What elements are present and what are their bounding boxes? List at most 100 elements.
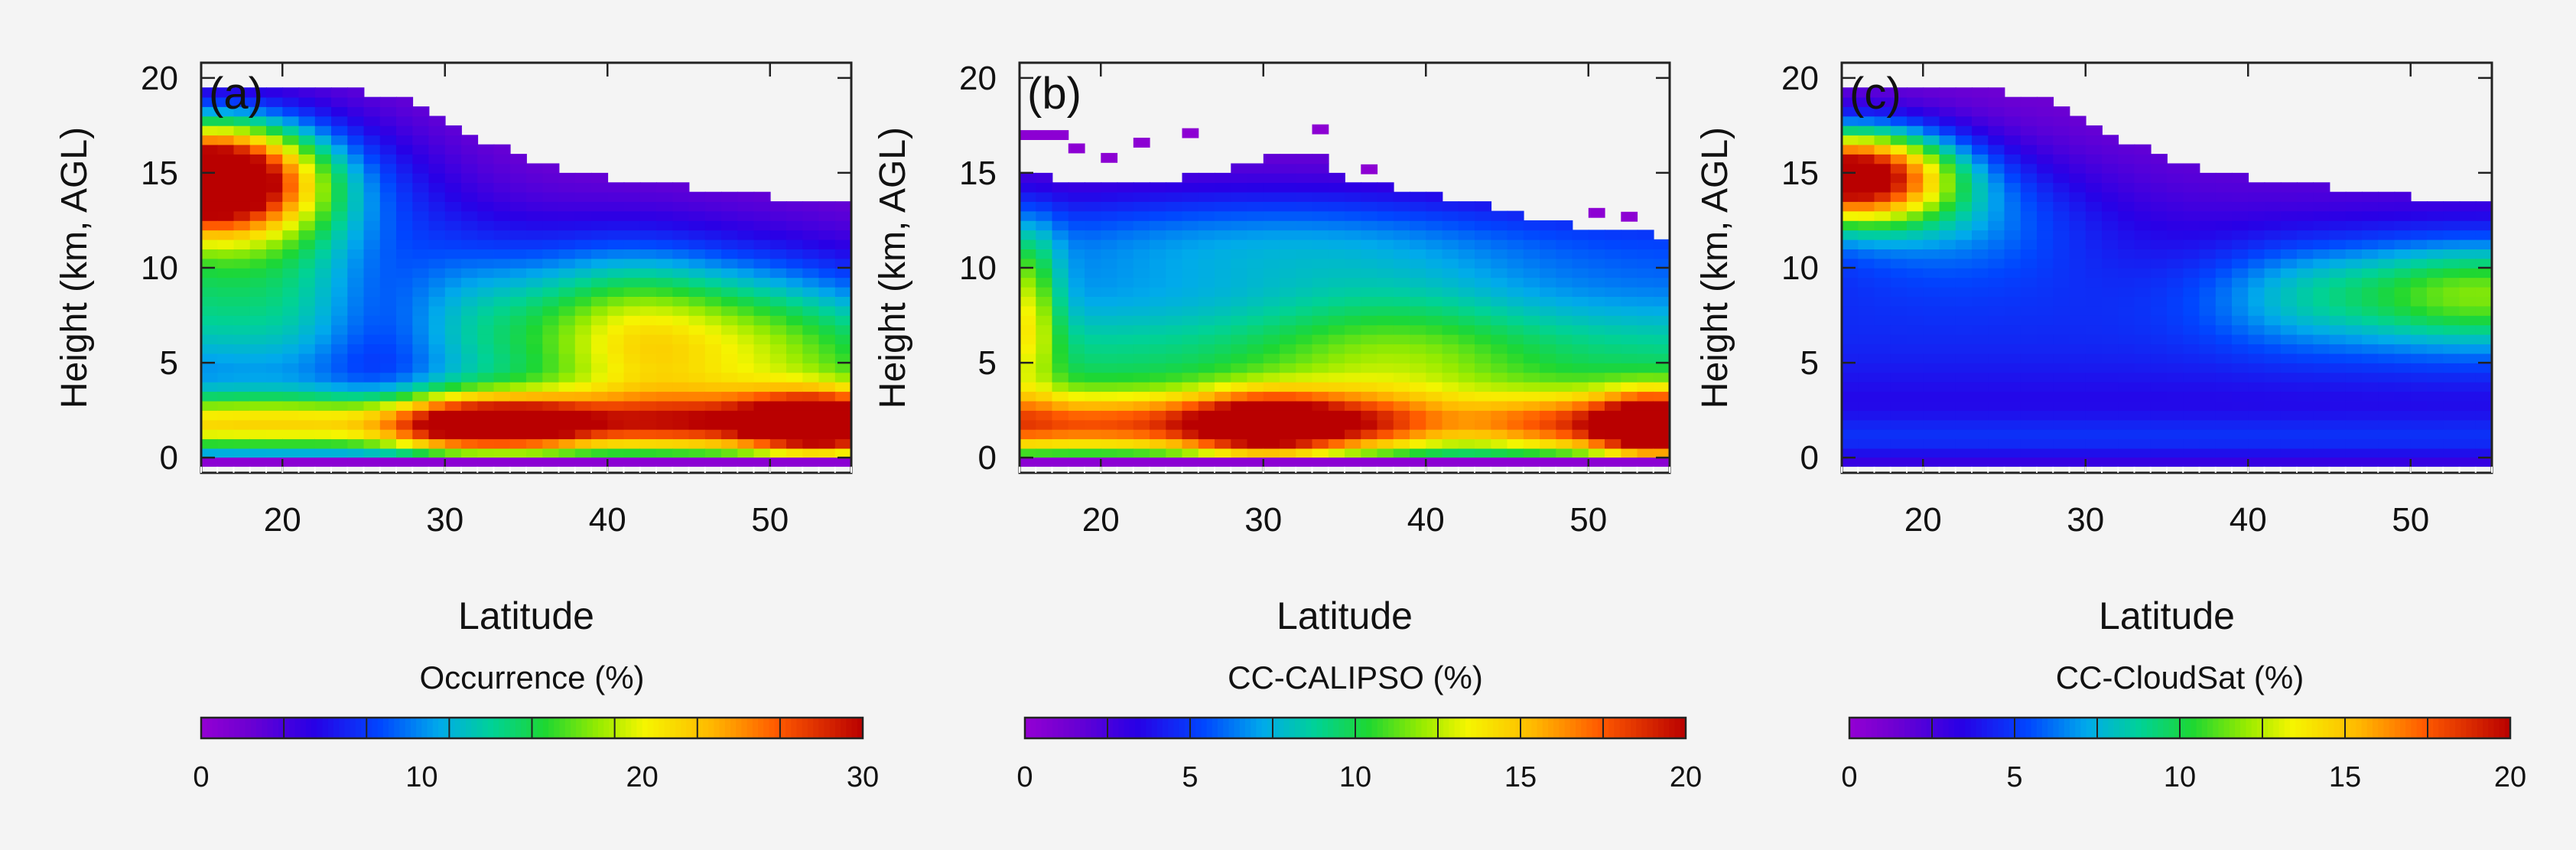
- heatmap-cell: [721, 230, 739, 240]
- heatmap-cell: [1345, 324, 1362, 335]
- heatmap-cell: [1036, 182, 1053, 193]
- heatmap-cell: [1345, 353, 1362, 363]
- heatmap-cell: [428, 363, 446, 373]
- heatmap-cell: [721, 428, 739, 440]
- heatmap-cell: [314, 400, 332, 411]
- heatmap-cell: [704, 448, 722, 458]
- heatmap-cell: [1907, 448, 1924, 458]
- heatmap-cell: [396, 363, 414, 373]
- heatmap-cell: [266, 116, 284, 126]
- y-axis-label: Height (km, AGL): [873, 127, 913, 409]
- heatmap-cell: [1345, 448, 1362, 458]
- heatmap-cell: [412, 315, 430, 326]
- heatmap-cell: [639, 268, 657, 278]
- heatmap-cell: [1263, 258, 1280, 269]
- heatmap-cell: [493, 428, 511, 440]
- heatmap-cell: [1653, 400, 1670, 411]
- heatmap-cell: [558, 363, 576, 373]
- heatmap-cell: [2394, 334, 2412, 345]
- heatmap-cell: [542, 419, 560, 430]
- heatmap-cell: [1263, 305, 1280, 316]
- colorbar-cell: [389, 718, 395, 738]
- heatmap-cell: [1345, 428, 1362, 440]
- heatmap-cell: [1068, 438, 1085, 449]
- heatmap-cell: [639, 220, 657, 231]
- heatmap-cell: [1296, 210, 1313, 221]
- heatmap-cell: [2232, 191, 2249, 202]
- heatmap-cell: [607, 249, 625, 259]
- y-tick-label-10: 10: [959, 249, 997, 287]
- heatmap-cell: [623, 391, 641, 402]
- heatmap-cell: [379, 324, 397, 335]
- heatmap-cell: [1101, 353, 1118, 363]
- heatmap-cell: [1263, 334, 1280, 345]
- heatmap-cell: [2329, 305, 2347, 316]
- heatmap-cell: [1588, 428, 1605, 440]
- y-tick-label-15: 15: [1781, 155, 1819, 192]
- heatmap-cell: [428, 428, 446, 440]
- heatmap-cell: [1377, 210, 1394, 221]
- heatmap-cell: [558, 230, 576, 240]
- heatmap-cell: [428, 334, 446, 345]
- heatmap-cell: [314, 249, 332, 259]
- heatmap-cell: [1923, 410, 1940, 421]
- colorbar-cell: [1581, 718, 1587, 738]
- heatmap-cell: [1231, 344, 1248, 354]
- heatmap-cell: [1540, 305, 1557, 316]
- heatmap-cell: [1328, 391, 1345, 402]
- heatmap-cell: [542, 277, 560, 288]
- heatmap-cell: [2313, 448, 2330, 458]
- heatmap-cell: [347, 315, 365, 326]
- heatmap-cell: [2053, 135, 2070, 145]
- heatmap-cell: [1621, 400, 1638, 411]
- colorbar-tick-label-0: 0: [1841, 761, 1857, 793]
- heatmap-cell: [396, 239, 414, 249]
- heatmap-cell: [1020, 372, 1037, 383]
- heatmap-cell: [2232, 258, 2249, 269]
- heatmap-cell: [217, 106, 235, 117]
- colorbar-cell: [2411, 718, 2418, 738]
- heatmap-cell: [1361, 372, 1378, 383]
- heatmap-cell: [461, 163, 479, 174]
- heatmap-cell: [2280, 448, 2298, 458]
- heatmap-cell: [2345, 381, 2363, 392]
- heatmap-cell: [802, 220, 820, 231]
- heatmap-cell: [1052, 344, 1069, 354]
- heatmap-cell: [1874, 249, 1891, 259]
- heatmap-cell: [1972, 381, 1989, 392]
- heatmap-cell: [347, 116, 365, 126]
- heatmap-cell: [1556, 315, 1573, 326]
- heatmap-cell: [1231, 286, 1248, 297]
- colorbar-cell: [1454, 718, 1461, 738]
- heatmap-cell: [2053, 305, 2070, 316]
- heatmap-cell: [477, 400, 495, 411]
- colorbar-cell: [1085, 718, 1091, 738]
- heatmap-cell: [2329, 419, 2347, 430]
- heatmap-cell: [266, 353, 284, 363]
- heatmap-cell: [591, 268, 609, 278]
- heatmap-cell: [1361, 324, 1378, 335]
- colorbar-cell: [267, 718, 274, 738]
- heatmap-cell: [1150, 372, 1167, 383]
- heatmap-cell: [1653, 258, 1670, 269]
- colorbar-cell: [1184, 718, 1191, 738]
- surface-band-cell: [2232, 458, 2249, 467]
- heatmap-cell: [2297, 428, 2314, 440]
- heatmap-cell: [314, 448, 332, 458]
- heatmap-cell: [2264, 372, 2282, 383]
- heatmap-cell: [2053, 106, 2070, 117]
- heatmap-cell: [2037, 381, 2054, 392]
- heatmap-cell: [2297, 344, 2314, 354]
- surface-band-cell: [347, 458, 365, 467]
- colorbar-cell: [1625, 718, 1631, 738]
- heatmap-cell: [1068, 286, 1085, 297]
- heatmap-cell: [1890, 249, 1908, 259]
- heatmap-cell: [1988, 144, 2005, 155]
- heatmap-cell: [574, 419, 592, 430]
- heatmap-cell: [1842, 381, 1859, 392]
- heatmap-cell: [314, 315, 332, 326]
- heatmap-cell: [591, 191, 609, 202]
- heatmap-cell: [607, 258, 625, 269]
- heatmap-cell: [201, 428, 219, 440]
- heatmap-cell: [2232, 400, 2249, 411]
